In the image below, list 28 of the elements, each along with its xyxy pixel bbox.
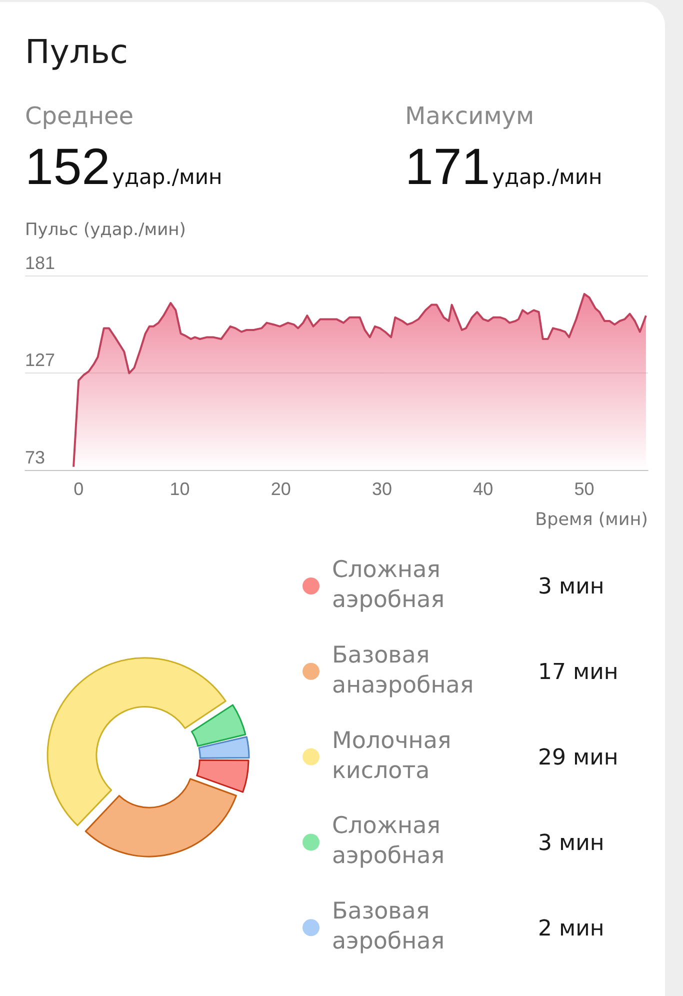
legend-label: Молочная кислота: [332, 728, 452, 784]
y-tick-label: 127: [25, 350, 56, 370]
y-tick-label: 73: [25, 447, 46, 468]
text: 152: [25, 138, 110, 195]
x-tick-label: 40: [473, 479, 494, 500]
data-label: 3 мин: [538, 574, 604, 600]
data-label: 29 мин: [538, 746, 618, 771]
legend-label: Сложная аэробная: [332, 556, 445, 613]
text: 171: [405, 138, 490, 195]
text: Среднее: [25, 102, 134, 130]
x-tick-label: 50: [574, 479, 594, 500]
y-tick-label: 181: [25, 252, 56, 273]
data-label: 3 мин: [538, 830, 604, 856]
text: Максимум: [405, 102, 534, 130]
chart-title: Пульс: [25, 32, 128, 72]
legend-label: Базовая аэробная: [332, 898, 445, 955]
x-tick-label: 0: [74, 479, 84, 500]
legend-label: Сложная аэробная: [332, 813, 445, 870]
x-tick-label: 20: [270, 479, 291, 500]
data-label: 17 мин: [538, 660, 618, 686]
legend-label: Базовая анаэробная: [332, 642, 474, 698]
text: удар./мин: [112, 165, 222, 189]
data-label: 2 мин: [538, 916, 604, 942]
text: удар./мин: [492, 165, 602, 189]
x-axis-title: Время (мин): [535, 510, 648, 530]
x-tick-label: 10: [170, 479, 190, 500]
x-tick-label: 30: [372, 479, 392, 500]
y-axis-title: Пульс (удар./мин): [25, 220, 186, 240]
